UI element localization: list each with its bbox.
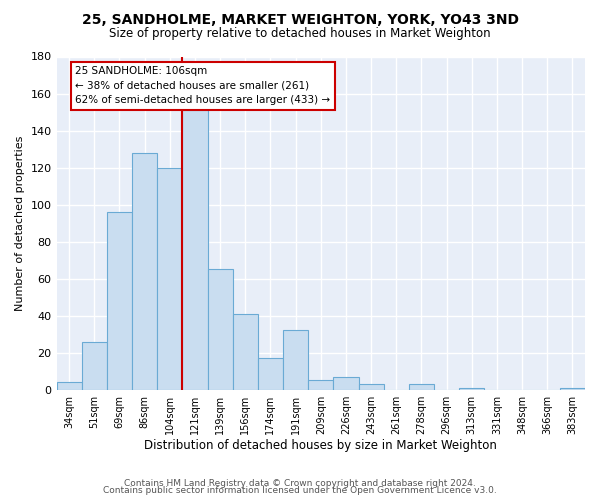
- Bar: [308, 380, 334, 390]
- Bar: [409, 384, 434, 390]
- Bar: [208, 270, 233, 390]
- Bar: [82, 342, 107, 390]
- Bar: [459, 388, 484, 390]
- Bar: [359, 384, 383, 390]
- Bar: [107, 212, 132, 390]
- Bar: [233, 314, 258, 390]
- Bar: [182, 110, 208, 390]
- Text: Contains public sector information licensed under the Open Government Licence v3: Contains public sector information licen…: [103, 486, 497, 495]
- Text: 25 SANDHOLME: 106sqm
← 38% of detached houses are smaller (261)
62% of semi-deta: 25 SANDHOLME: 106sqm ← 38% of detached h…: [76, 66, 331, 106]
- Bar: [157, 168, 182, 390]
- Bar: [560, 388, 585, 390]
- Bar: [258, 358, 283, 390]
- Bar: [132, 153, 157, 390]
- Text: Size of property relative to detached houses in Market Weighton: Size of property relative to detached ho…: [109, 28, 491, 40]
- Bar: [283, 330, 308, 390]
- Bar: [56, 382, 82, 390]
- Text: Contains HM Land Registry data © Crown copyright and database right 2024.: Contains HM Land Registry data © Crown c…: [124, 478, 476, 488]
- X-axis label: Distribution of detached houses by size in Market Weighton: Distribution of detached houses by size …: [145, 440, 497, 452]
- Bar: [334, 377, 359, 390]
- Y-axis label: Number of detached properties: Number of detached properties: [15, 136, 25, 311]
- Text: 25, SANDHOLME, MARKET WEIGHTON, YORK, YO43 3ND: 25, SANDHOLME, MARKET WEIGHTON, YORK, YO…: [82, 12, 518, 26]
